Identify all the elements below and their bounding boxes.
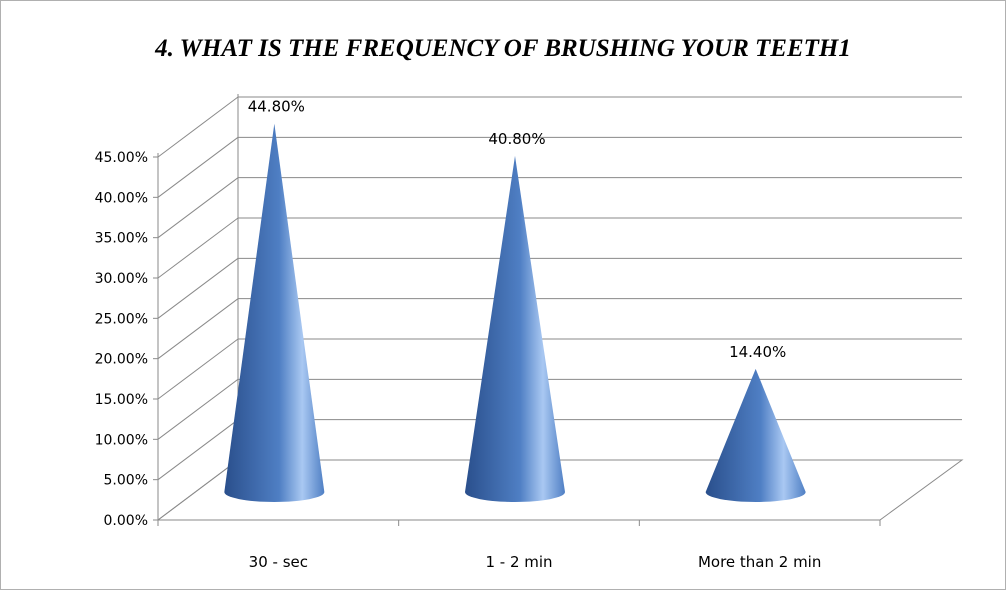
chart-cones [224,123,806,503]
x-tick-label: 30 - sec [249,553,308,571]
gridline-side [157,338,239,400]
y-tick-label: 20.00% [95,352,148,368]
y-tick-label: 10.00% [95,432,148,448]
y-tick-label: 35.00% [95,231,148,247]
y-tick-label: 40.00% [95,190,148,206]
chart-title: 4. WHAT IS THE FREQUENCY OF BRUSHING YOU… [154,35,851,62]
gridline-side [157,136,239,198]
x-tick-label: 1 - 2 min [485,553,552,571]
data-label: 14.40% [729,343,786,361]
x-tick-label: More than 2 min [698,553,821,571]
y-tick-label: 30.00% [95,271,148,287]
cone-bar [224,123,325,503]
y-tick-label: 45.00% [95,150,148,166]
chart-labels: 0.00% 5.00% 10.00% 15.00% 20.00% 25.00% 30.00%… [95,98,822,571]
cone-bar [705,368,806,502]
y-tick-label: 15.00% [95,392,148,408]
y-tick-label: 0.00% [104,513,148,529]
gridline-side [157,96,239,158]
y-tick-label: 25.00% [95,311,148,327]
gridline-side [157,298,239,360]
data-label: 40.80% [488,130,545,148]
y-tick-label: 5.00% [104,473,148,489]
cone-bar [465,155,565,502]
data-label: 44.80% [248,98,305,116]
gridline-side [157,257,239,319]
gridline-side [157,378,239,440]
gridline-side [157,419,239,481]
gridline-side [157,177,239,239]
chart-axes [153,153,881,526]
gridline-side [157,217,239,279]
